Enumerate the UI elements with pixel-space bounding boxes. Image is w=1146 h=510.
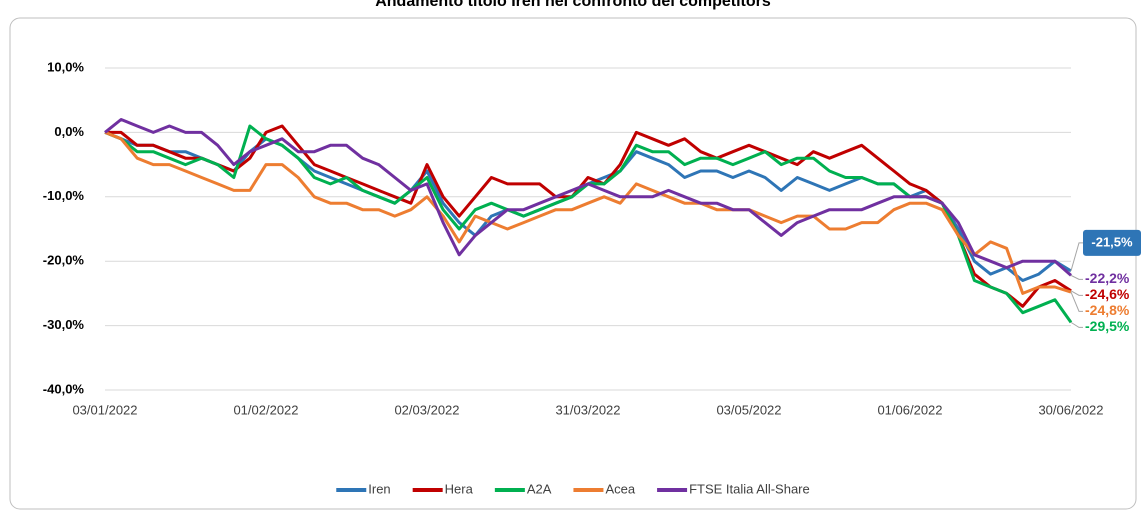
x-tick-label: 03/05/2022 <box>716 402 781 417</box>
y-tick-label: -40,0% <box>43 381 85 396</box>
label-leader <box>1070 274 1083 280</box>
legend-label: Acea <box>605 481 635 496</box>
chart-frame <box>9 17 1137 510</box>
x-tick-label: 31/03/2022 <box>555 402 620 417</box>
label-box <box>1083 229 1141 256</box>
y-tick-label: -30,0% <box>43 317 85 332</box>
data-label: -22,2% <box>1085 270 1130 286</box>
x-tick-label: 03/01/2022 <box>72 402 137 417</box>
legend-label: FTSE Italia All-Share <box>689 481 810 496</box>
y-tick-label: 10,0% <box>47 59 84 74</box>
label-leader <box>1070 242 1083 271</box>
x-tick-label: 02/03/2022 <box>394 402 459 417</box>
legend-label: Iren <box>368 481 390 496</box>
chart-title: Andamento titolo Iren nel confronto dei … <box>375 0 771 10</box>
label-leader <box>1070 291 1083 312</box>
legend-label: Hera <box>445 481 474 496</box>
data-label: -21,5% <box>1091 234 1133 249</box>
y-tick-label: -20,0% <box>43 253 85 268</box>
series-line <box>105 124 1072 308</box>
data-label: -29,5% <box>1085 318 1130 334</box>
data-label: -24,6% <box>1085 286 1130 302</box>
series-line <box>104 131 1072 295</box>
y-tick-label: 0,0% <box>54 124 84 139</box>
legend: Iren Hera A2A Acea FTSE Italia All-Share <box>336 481 810 496</box>
x-tick-label: 01/02/2022 <box>233 402 298 417</box>
series-line <box>104 118 1072 277</box>
label-leader <box>1070 290 1083 296</box>
x-tick-label: 30/06/2022 <box>1038 402 1103 417</box>
data-label: -24,8% <box>1085 302 1130 318</box>
y-tick-label: -10,0% <box>43 188 85 203</box>
label-leader <box>1070 321 1083 328</box>
x-tick-label: 01/06/2022 <box>877 402 942 417</box>
legend-label: A2A <box>527 481 552 496</box>
